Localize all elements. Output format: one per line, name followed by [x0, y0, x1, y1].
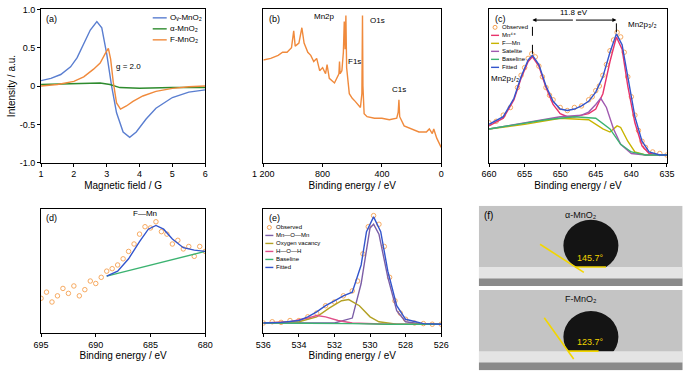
svg-text:Baseline: Baseline: [502, 56, 526, 62]
svg-text:(a): (a): [46, 14, 57, 24]
svg-text:g = 2.0: g = 2.0: [116, 62, 141, 71]
svg-text:645: 645: [588, 169, 603, 179]
svg-text:(f): (f): [484, 210, 493, 221]
svg-text:F1s: F1s: [348, 57, 361, 66]
svg-text:Observed: Observed: [502, 24, 528, 30]
svg-text:F—Mn: F—Mn: [133, 209, 157, 218]
svg-text:Mn2p: Mn2p: [314, 12, 335, 21]
svg-text:660: 660: [482, 169, 497, 179]
svg-text:526: 526: [434, 340, 449, 350]
svg-text:(e): (e): [269, 213, 280, 223]
svg-text:Satelite: Satelite: [502, 48, 523, 54]
svg-text:(c): (c): [495, 14, 506, 24]
svg-text:655: 655: [517, 169, 532, 179]
svg-text:635: 635: [659, 169, 674, 179]
svg-text:532: 532: [327, 340, 342, 350]
svg-text:3: 3: [104, 169, 109, 179]
svg-text:4: 4: [137, 169, 142, 179]
svg-text:640: 640: [624, 169, 639, 179]
svg-text:Binding energy / eV: Binding energy / eV: [309, 350, 397, 361]
svg-text:F—Mn: F—Mn: [502, 40, 520, 46]
svg-text:Mn—O—Mn: Mn—O—Mn: [276, 232, 309, 238]
svg-text:123.7°: 123.7°: [577, 337, 604, 347]
svg-text:650: 650: [553, 169, 568, 179]
svg-text:α-MnO₂: α-MnO₂: [170, 24, 198, 33]
svg-text:Mn2p₁/₂: Mn2p₁/₂: [491, 74, 519, 83]
svg-text:-0.5: -0.5: [20, 120, 36, 130]
svg-text:Binding energy / eV: Binding energy / eV: [309, 180, 397, 191]
svg-text:800: 800: [315, 169, 330, 179]
svg-text:Binding energy / eV: Binding energy / eV: [534, 180, 622, 191]
svg-text:F-MnO₂: F-MnO₂: [565, 294, 597, 304]
svg-text:5: 5: [170, 169, 175, 179]
svg-text:0: 0: [30, 81, 35, 91]
svg-text:2: 2: [71, 169, 76, 179]
svg-text:Fitted: Fitted: [276, 264, 291, 270]
svg-text:Oxygen vacancy: Oxygen vacancy: [276, 240, 320, 246]
svg-text:690: 690: [88, 340, 103, 350]
svg-text:F-MnO₂: F-MnO₂: [170, 35, 198, 44]
svg-text:Oᵥ-MnO₂: Oᵥ-MnO₂: [170, 13, 202, 22]
svg-text:6: 6: [203, 169, 208, 179]
svg-text:Baseline: Baseline: [276, 256, 300, 262]
svg-text:Fitted: Fitted: [502, 64, 517, 70]
svg-text:1: 1: [39, 169, 44, 179]
svg-text:536: 536: [256, 340, 271, 350]
svg-text:400: 400: [374, 169, 389, 179]
svg-text:534: 534: [291, 340, 306, 350]
svg-text:528: 528: [398, 340, 413, 350]
svg-text:Mn⁴⁺: Mn⁴⁺: [502, 32, 516, 38]
svg-text:695: 695: [34, 340, 49, 350]
svg-text:11.8 eV: 11.8 eV: [560, 8, 588, 17]
svg-text:α-MnO₂: α-MnO₂: [565, 210, 597, 220]
svg-text:Observed: Observed: [276, 224, 302, 230]
svg-text:Mn2p₃/₂: Mn2p₃/₂: [628, 20, 657, 29]
svg-text:C1s: C1s: [392, 85, 406, 94]
svg-text:530: 530: [363, 340, 378, 350]
svg-text:1.0: 1.0: [23, 5, 36, 15]
svg-text:0: 0: [439, 169, 444, 179]
svg-text:(d): (d): [46, 213, 57, 223]
svg-text:1 200: 1 200: [252, 169, 275, 179]
svg-text:O1s: O1s: [370, 16, 385, 25]
svg-text:680: 680: [198, 340, 213, 350]
svg-text:0.5: 0.5: [23, 43, 36, 53]
svg-text:(b): (b): [269, 14, 280, 24]
svg-text:685: 685: [143, 340, 158, 350]
svg-text:Magnetic field / G: Magnetic field / G: [84, 180, 162, 191]
svg-text:-1.0: -1.0: [20, 158, 36, 168]
svg-text:Binding energy / eV: Binding energy / eV: [79, 350, 167, 361]
svg-text:145.7°: 145.7°: [577, 253, 604, 263]
svg-text:H—O—H: H—O—H: [276, 248, 301, 254]
svg-text:Intensity / a.u.: Intensity / a.u.: [6, 55, 17, 117]
